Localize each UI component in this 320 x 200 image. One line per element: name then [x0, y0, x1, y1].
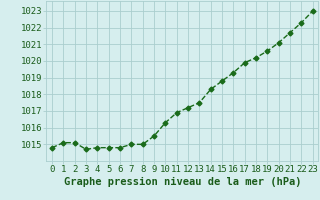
X-axis label: Graphe pression niveau de la mer (hPa): Graphe pression niveau de la mer (hPa)	[64, 177, 301, 187]
